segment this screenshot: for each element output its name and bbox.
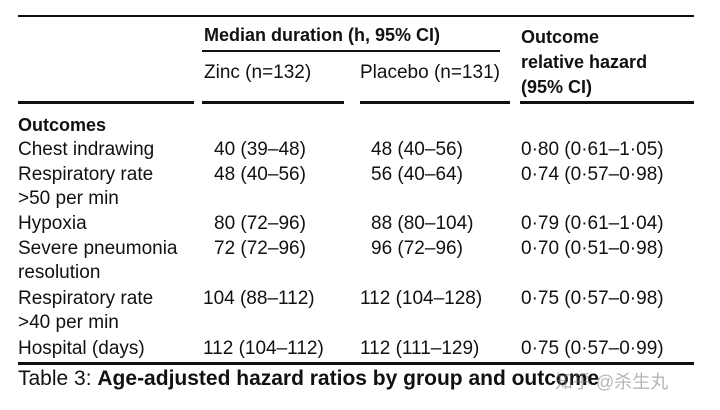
row-hypoxia-label: Hypoxia [18, 213, 87, 234]
caption-prefix: Table 3: [18, 367, 98, 390]
table-caption: Table 3: Age-adjusted hazard ratios by g… [18, 365, 599, 393]
row-severe-pneumonia-placebo: 96 (72–96) [371, 238, 463, 259]
header-rule-zinc [202, 101, 344, 104]
outcome-hazard-header-line2: relative hazard [521, 52, 648, 72]
row-severe-pneumonia-label-line2: resolution [18, 262, 101, 283]
row-rr40-hazard: 0·75 (0·57–0·98) [521, 288, 664, 309]
row-hospital-hazard: 0·75 (0·57–0·99) [521, 338, 664, 359]
row-severe-pneumonia-hazard: 0·70 (0·51–0·98) [521, 238, 664, 259]
row-hospital-placebo: 112 (111–129) [360, 338, 480, 359]
row-chest-indrawing-zinc: 40 (39–48) [214, 139, 306, 160]
row-hospital-zinc: 112 (104–112) [203, 338, 324, 359]
row-hypoxia-zinc: 80 (72–96) [214, 213, 306, 234]
watermark: 知乎 @杀生丸 [555, 372, 669, 392]
row-rr50-placebo: 56 (40–64) [371, 164, 463, 185]
outcome-hazard-header-line1: Outcome [521, 27, 600, 47]
row-chest-indrawing-label: Chest indrawing [18, 139, 155, 160]
row-rr50-label-line2: >50 per min [18, 188, 119, 209]
header-rule-label [18, 101, 194, 104]
median-group-underline [202, 50, 500, 52]
row-hypoxia-hazard: 0·79 (0·61–1·04) [521, 213, 664, 234]
caption-title: Age-adjusted hazard ratios by group and … [97, 367, 600, 390]
row-hypoxia-placebo: 88 (80–104) [371, 213, 474, 234]
outcome-hazard-header-line3: (95% CI) [521, 77, 593, 97]
row-hospital-label: Hospital (days) [18, 338, 145, 359]
row-rr40-label-line1: Respiratory rate [18, 288, 154, 309]
median-duration-header: Median duration (h, 95% CI) [204, 25, 441, 45]
row-rr40-zinc: 104 (88–112) [203, 288, 315, 309]
row-chest-indrawing-hazard: 0·80 (0·61–1·05) [521, 139, 664, 160]
row-rr50-hazard: 0·74 (0·57–0·98) [521, 164, 664, 185]
row-rr40-label-line2: >40 per min [18, 312, 119, 333]
header-rule-placebo [360, 101, 510, 104]
row-rr50-zinc: 48 (40–56) [214, 164, 306, 185]
row-chest-indrawing-placebo: 48 (40–56) [371, 139, 463, 160]
section-title-outcomes: Outcomes [18, 115, 107, 135]
bottom-rule [18, 362, 694, 365]
top-rule [18, 15, 694, 17]
zinc-column-header: Zinc (n=132) [204, 62, 312, 83]
placebo-column-header: Placebo (n=131) [360, 62, 500, 83]
row-severe-pneumonia-zinc: 72 (72–96) [214, 238, 306, 259]
header-rule-hazard [520, 101, 694, 104]
row-rr50-label-line1: Respiratory rate [18, 164, 154, 185]
row-severe-pneumonia-label-line1: Severe pneumonia [18, 238, 178, 259]
row-rr40-placebo: 112 (104–128) [360, 288, 483, 309]
